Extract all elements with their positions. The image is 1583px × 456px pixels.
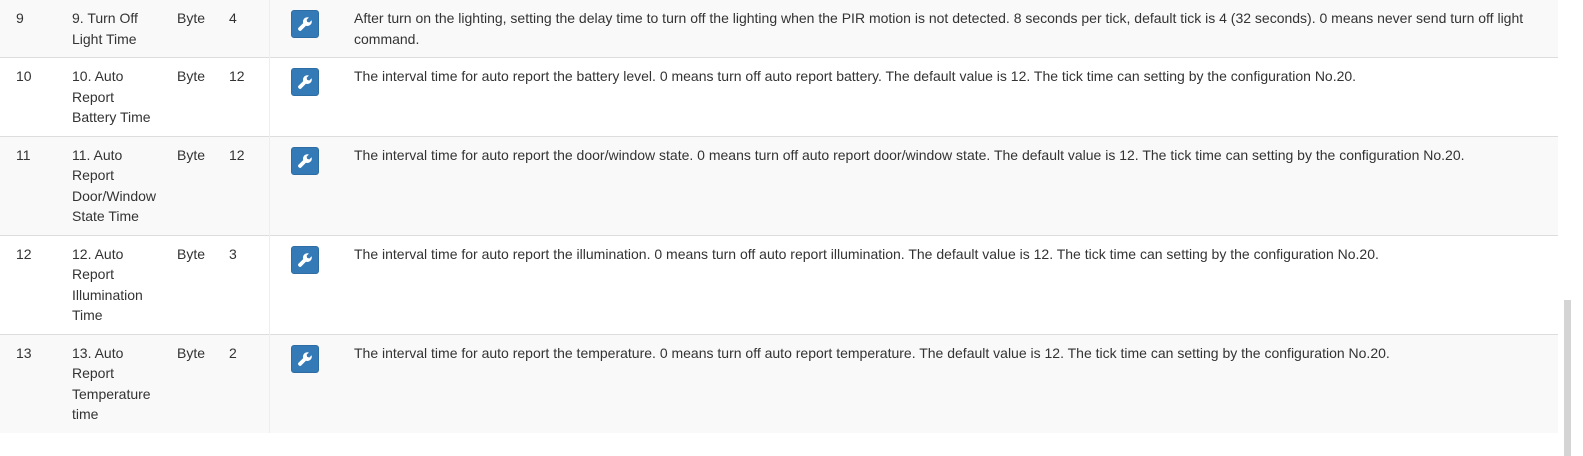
wrench-icon (297, 75, 312, 89)
param-name: 12. Auto Report Illumination Time (62, 234, 159, 334)
wrench-icon (297, 351, 312, 366)
param-type: Byte (159, 234, 208, 334)
param-description: The interval time for auto report the ba… (350, 57, 1558, 136)
param-type: Byte (159, 333, 208, 433)
param-name: 13. Auto Report Temperature time (62, 333, 159, 433)
param-action-cell (268, 333, 350, 433)
param-name: 9. Turn Off Light Time (62, 0, 159, 58)
param-value: 12 (208, 57, 269, 136)
param-description: After turn on the lighting, setting the … (350, 0, 1558, 58)
param-action-cell (268, 135, 350, 235)
param-type: Byte (159, 57, 208, 136)
param-action-cell (268, 57, 350, 136)
param-index: 9 (0, 0, 62, 58)
param-action-cell (268, 0, 350, 58)
wrench-icon (297, 17, 312, 31)
param-name: 10. Auto Report Battery Time (62, 57, 159, 136)
param-index: 11 (0, 135, 62, 235)
edit-parameter-button[interactable] (290, 344, 319, 373)
param-description: The interval time for auto report the il… (350, 234, 1558, 334)
param-index: 12 (0, 234, 62, 334)
param-value: 3 (208, 234, 269, 334)
param-description: The interval time for auto report the te… (350, 333, 1558, 433)
param-index: 10 (0, 57, 62, 136)
param-type: Byte (159, 135, 208, 235)
param-index: 13 (0, 333, 62, 433)
param-value: 2 (208, 333, 269, 433)
wrench-icon (297, 252, 312, 267)
param-name: 11. Auto Report Door/Window State Time (62, 135, 159, 235)
param-description: The interval time for auto report the do… (350, 135, 1558, 235)
param-action-cell (268, 234, 350, 334)
table-row: 9 9. Turn Off Light Time Byte 4 After tu… (0, 0, 1558, 58)
edit-parameter-button[interactable] (290, 68, 319, 96)
scrollbar-thumb[interactable] (1564, 300, 1571, 456)
edit-parameter-button[interactable] (290, 146, 319, 175)
parameters-table: 9 9. Turn Off Light Time Byte 4 After tu… (0, 0, 1558, 433)
table-row: 10 10. Auto Report Battery Time Byte 12 … (0, 57, 1558, 136)
edit-parameter-button[interactable] (290, 245, 319, 274)
table-row: 11 11. Auto Report Door/Window State Tim… (0, 135, 1558, 235)
wrench-icon (297, 153, 312, 168)
param-value: 12 (208, 135, 269, 235)
edit-parameter-button[interactable] (290, 10, 319, 38)
table-row: 12 12. Auto Report Illumination Time Byt… (0, 234, 1558, 334)
table-row: 13 13. Auto Report Temperature time Byte… (0, 333, 1558, 433)
param-type: Byte (159, 0, 208, 58)
param-value: 4 (208, 0, 269, 58)
